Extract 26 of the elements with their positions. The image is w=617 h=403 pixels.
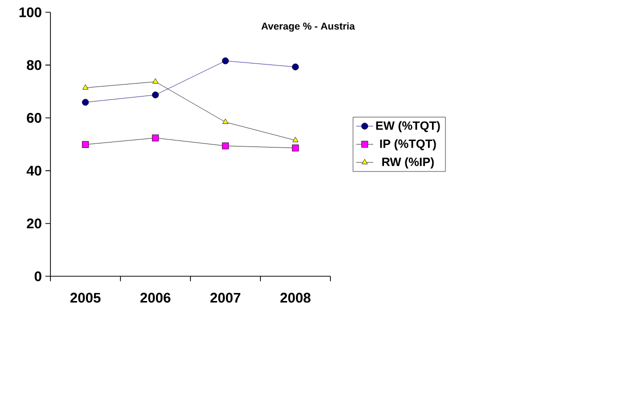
y-tick-label: 80 (26, 60, 42, 70)
point (152, 78, 158, 84)
y-tick-label: 60 (26, 112, 42, 123)
point (152, 134, 159, 142)
y-tick-label: 20 (26, 218, 42, 228)
x-tick-label: 2007 (210, 292, 240, 303)
point (82, 141, 89, 148)
point (222, 142, 229, 150)
point (152, 92, 159, 98)
y-tick-label: 40 (26, 166, 42, 176)
text: Average % - Austria (261, 22, 355, 32)
x-tick-label: 2008 (280, 292, 310, 303)
legend-label: EW (%TQT) (376, 121, 440, 132)
point (82, 84, 88, 90)
point (222, 57, 229, 64)
x-tick-label: 2005 (70, 292, 101, 303)
point (82, 98, 89, 106)
legend-label: IP (%TQT) (380, 139, 436, 150)
y-tick-label: 100 (19, 7, 42, 18)
point (292, 136, 298, 142)
x-tick-label: 2006 (140, 292, 170, 303)
point (222, 118, 228, 124)
point (292, 144, 299, 152)
legend-label: RW (%IP) (382, 157, 434, 168)
point (292, 64, 299, 70)
y-tick-label: 0 (34, 271, 42, 282)
